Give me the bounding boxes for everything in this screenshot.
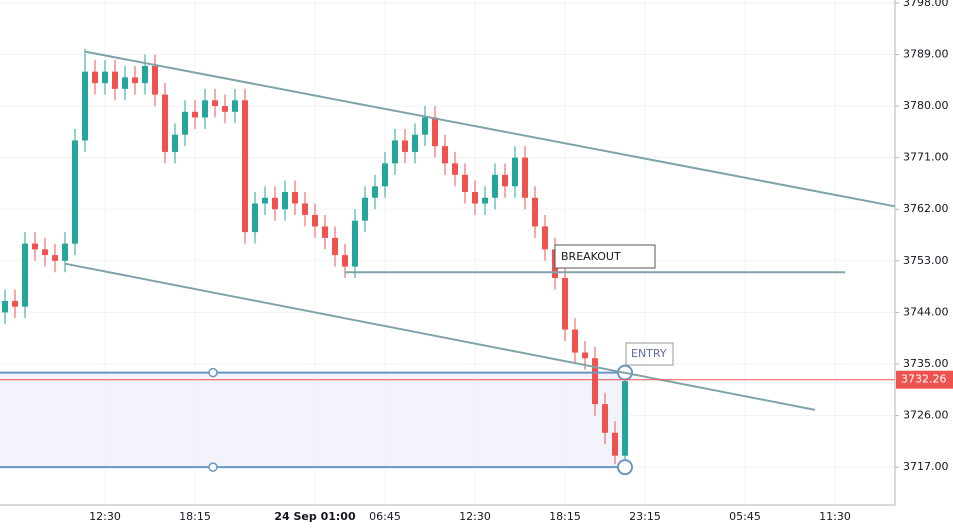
candle-body [422,117,428,135]
x-tick-label: 23:15 [629,510,661,523]
candle-body [182,111,188,135]
x-tick-label: 24 Sep 01:00 [274,510,356,523]
candle-body [322,226,328,238]
candle-body [162,94,168,152]
candle-body [572,329,578,353]
candle-body [32,243,38,250]
candle-body [562,278,568,330]
trend-line [84,50,896,208]
candle-body [172,134,178,152]
candle-body [292,192,298,204]
candle-body [612,432,618,456]
candle-body [532,197,538,227]
breakout-label: BREAKOUT [561,250,621,263]
y-tick-label: 3726.00 [903,409,949,422]
y-tick-label: 3798.00 [903,0,949,9]
x-tick-label: 06:45 [369,510,401,523]
candle-body [72,140,78,244]
breakout-box [554,244,656,269]
candle-body [242,100,248,233]
candle-body [272,197,278,210]
trend-line [64,262,816,411]
x-tick-label: 18:15 [549,510,581,523]
x-tick-label: 18:15 [179,510,211,523]
candle-body [42,249,48,256]
candle-body [22,243,28,307]
candle-body [392,140,398,164]
candle-body [252,203,258,233]
candle-body [332,237,338,256]
candle-body [592,358,598,405]
candle-body [622,381,628,456]
candle-body [192,111,198,118]
candle-body [342,255,348,267]
candle-body [232,100,238,112]
candle-body [542,226,548,250]
candle-body [62,243,68,261]
handle[interactable] [617,459,633,476]
y-tick-label: 3762.00 [903,202,949,215]
x-tick-label: 11:30 [819,510,851,523]
candle-body [212,100,218,107]
candle-body [582,352,588,359]
candle-body [362,197,368,221]
candle-body [492,174,498,198]
candle-body [602,404,608,433]
candle-body [282,192,288,210]
entry-box [625,342,674,366]
x-tick-label: 12:30 [89,510,121,523]
y-tick-label: 3753.00 [903,254,949,267]
handle[interactable] [208,367,218,378]
candle-body [142,65,148,84]
candle-body [512,157,518,187]
candle-body [462,174,468,193]
y-tick-label: 3735.00 [903,357,949,370]
candle-body [2,300,8,313]
handle[interactable] [208,462,218,472]
candle-body [102,71,108,84]
candle-body [122,77,128,89]
y-tick-label: 3744.00 [903,305,949,318]
last-price-tag [896,370,953,389]
candle-body [222,106,228,112]
candle-body [112,71,118,89]
candle-body [202,100,208,118]
position-zone [0,372,625,468]
candle-body [442,146,448,164]
candle-body [352,220,358,267]
candle-body [452,163,458,175]
y-tick-label: 3780.00 [903,99,949,112]
candle-body [82,71,88,141]
last-price-label: 3732.26 [901,373,947,386]
candle-body [402,140,408,152]
candle-body [152,65,158,95]
candle-body [382,163,388,187]
candle-body [412,134,418,152]
candle-body [522,157,528,198]
entry-label: ENTRY [631,347,667,360]
candle-body [472,192,478,204]
candle-body [12,300,18,307]
candle-body [52,255,58,261]
y-tick-label: 3771.00 [903,151,949,164]
x-tick-label: 05:45 [729,510,761,523]
candle-body [262,197,268,204]
y-tick-label: 3789.00 [903,47,949,60]
candle-body [432,117,438,147]
candle-body [502,174,508,187]
y-tick-label: 3717.00 [903,460,949,473]
candle-body [482,197,488,204]
x-tick-label: 12:30 [459,510,491,523]
candle-body [132,77,138,84]
candle-body [372,186,378,198]
candle-body [92,71,98,84]
candle-body [312,214,318,227]
candle-body [302,203,308,215]
